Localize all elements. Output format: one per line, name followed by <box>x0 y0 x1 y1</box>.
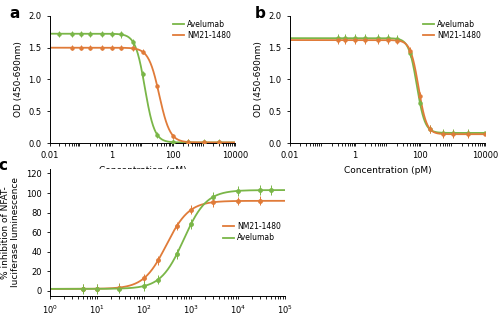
NM21-1480 <box>174 224 180 227</box>
Line: Avelumab: Avelumab <box>50 34 235 142</box>
Avelumab <box>478 131 484 135</box>
Y-axis label: OD (450-690nm): OD (450-690nm) <box>14 42 23 117</box>
Text: a: a <box>10 6 20 21</box>
NM21-1480 <box>147 60 153 64</box>
Avelumab <box>232 141 238 144</box>
NM21-1480 <box>478 132 484 136</box>
NM21-1480 <box>447 132 453 136</box>
NM21-1480 <box>136 48 142 52</box>
NM21-1480 <box>228 141 234 144</box>
Text: c: c <box>0 158 8 173</box>
Avelumab <box>187 225 193 228</box>
Avelumab <box>47 287 53 291</box>
Line: NM21-1480: NM21-1480 <box>290 40 485 134</box>
NM21-1480 <box>198 141 204 144</box>
NM21-1480 <box>157 97 163 101</box>
Y-axis label: % inhibition of NFAT-
luciferase luminescence: % inhibition of NFAT- luciferase lumines… <box>1 177 20 287</box>
Line: Avelumab: Avelumab <box>50 190 285 289</box>
Avelumab <box>240 189 246 192</box>
Avelumab <box>136 56 142 60</box>
NM21-1480 <box>287 38 293 42</box>
Avelumab <box>403 42 409 46</box>
NM21-1480 <box>158 252 164 256</box>
Avelumab <box>381 36 387 40</box>
NM21-1480 <box>47 46 53 50</box>
NM21-1480 <box>380 38 386 42</box>
Avelumab <box>447 131 453 135</box>
Avelumab <box>392 37 398 40</box>
Avelumab <box>174 252 180 255</box>
NM21-1480 <box>135 47 141 51</box>
Text: b: b <box>255 6 266 21</box>
NM21-1480 <box>403 42 409 46</box>
Line: Avelumab: Avelumab <box>290 38 485 133</box>
NM21-1480 <box>282 199 288 203</box>
NM21-1480 <box>276 199 282 203</box>
Legend: Avelumab, NM21-1480: Avelumab, NM21-1480 <box>173 20 231 40</box>
NM21-1480 <box>381 38 387 42</box>
NM21-1480 <box>232 141 238 144</box>
Legend: NM21-1480, Avelumab: NM21-1480, Avelumab <box>223 222 281 242</box>
Avelumab <box>482 131 488 135</box>
X-axis label: Concentration (pM): Concentration (pM) <box>98 166 186 175</box>
Avelumab <box>228 141 234 144</box>
Avelumab <box>47 32 53 36</box>
Avelumab <box>160 273 166 277</box>
NM21-1480 <box>47 287 53 291</box>
Avelumab <box>147 113 153 117</box>
Line: NM21-1480: NM21-1480 <box>50 48 235 142</box>
Avelumab <box>287 36 293 40</box>
NM21-1480 <box>240 199 246 203</box>
Legend: Avelumab, NM21-1480: Avelumab, NM21-1480 <box>423 20 481 40</box>
Avelumab <box>135 52 141 56</box>
Avelumab <box>276 188 282 192</box>
NM21-1480 <box>187 209 193 213</box>
NM21-1480 <box>160 250 166 253</box>
Avelumab <box>380 36 386 40</box>
Avelumab <box>157 136 163 140</box>
Y-axis label: OD (450-690nm): OD (450-690nm) <box>254 42 263 117</box>
Avelumab <box>282 188 288 192</box>
Avelumab <box>158 275 164 279</box>
NM21-1480 <box>392 38 398 42</box>
Line: NM21-1480: NM21-1480 <box>50 201 285 289</box>
Avelumab <box>198 141 204 144</box>
X-axis label: Concentration (pM): Concentration (pM) <box>344 166 432 175</box>
NM21-1480 <box>482 132 488 136</box>
